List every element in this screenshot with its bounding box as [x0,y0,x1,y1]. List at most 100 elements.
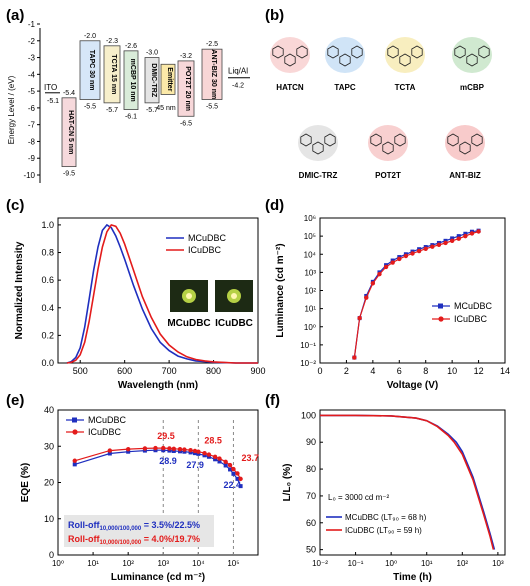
molecule-ring [411,45,423,59]
x-tick-label: 10² [122,559,134,568]
data-point [377,271,382,277]
tick-label-a: -8 [28,137,36,146]
y-tick-label: 10² [304,287,316,296]
data-point [177,446,183,452]
panel-label-b: (b) [265,7,284,24]
x-tick-label: 10 [447,366,457,376]
y-tick-label: 10⁵ [304,232,316,241]
molecule-ring [382,141,394,155]
x-tick-label: 10⁴ [192,559,205,568]
molecule-glow [325,37,365,73]
data-point [456,236,461,241]
y-tick-label: 40 [44,405,54,415]
value-label: -6.1 [125,114,137,121]
molecule-glow [385,37,425,73]
y-tick-label: 10⁻² [300,359,316,368]
value-label: -3.0 [146,50,158,57]
data-point [213,457,218,462]
data-point [469,231,475,236]
series-line [74,447,242,480]
x-axis-label: Voltage (V) [387,380,438,391]
data-point [125,446,131,452]
tick-label-a: -1 [28,20,36,29]
value-label: -2.6 [125,43,137,50]
x-tick-label: 500 [73,366,88,376]
x-tick-label: 0 [317,366,322,376]
legend-marker [72,429,78,435]
legend-label: MCuDBC [188,233,227,243]
annotation-label: 23.7 [241,453,259,463]
y-axis-label: Normalized Intensity [14,241,25,339]
molecular-structures: HATCN TAPC TCTA mCBP DMIC-TRZ POT2T ANT-BIZ [270,37,492,180]
legend-label: ICuDBC [188,245,222,255]
tick-label-a: -5 [28,87,36,96]
data-point [217,456,222,461]
legend-label: MCuDBC [454,301,493,311]
value-label: -9.5 [63,171,75,178]
chart-f-frame [319,409,506,556]
y-tick-label: 70 [306,491,316,501]
data-point [182,447,187,452]
x-tick-label: 10⁻² [312,559,328,568]
molecule-glow [298,125,338,161]
molecule-glow [445,125,485,161]
molecule-ring [387,45,399,59]
y-tick-label: 60 [306,518,316,528]
molecule-ring [284,53,296,67]
panel-label-c: (c) [6,197,24,214]
molecule-name: TCTA [395,83,416,92]
series-line [353,230,479,358]
layer-box [61,97,77,168]
data-point [153,445,158,451]
tick-label-a: -2 [28,37,36,46]
x-tick-label: 6 [397,366,402,376]
x-tick-label: 10¹ [87,559,99,568]
layer-label: TAPC 30 nm [88,50,95,91]
molecule-ring [454,45,466,59]
chart-c: 500 600 700 800 900 0.0 0.2 0.4 0.6 0.8 1.0 Wavelen… [14,217,266,391]
x-tick-label: 800 [206,366,221,376]
data-point [352,355,357,360]
inset-core [231,293,237,299]
value-label: -2.0 [84,33,96,40]
chart-f: 10⁻² 10⁻¹ 10⁰ 10¹ 10² 10³ 50 60 70 80 90 100 Time (h… [282,409,506,583]
data-point [228,467,233,472]
layer-box [103,45,121,104]
y-tick-label: 1.0 [41,220,54,230]
data-point [161,445,166,451]
x-tick-label: 4 [370,366,375,376]
rolloff-sub: 10,000/100,000 [100,540,142,546]
data-point [463,231,468,236]
x-tick-label: 10⁻¹ [348,559,364,568]
data-point [476,229,481,234]
value-label: -5.4 [63,90,75,97]
molecule-ring [351,45,363,59]
annotation-label: 29.5 [157,431,175,441]
layer-label: ANT-BIZ 30 nm [210,49,217,99]
molecule-name: HATCN [276,83,304,92]
legend-label: MCuDBC [88,415,127,425]
chart-d-frame [319,217,506,364]
data-point [202,450,207,456]
panel-label-f: (f) [265,392,280,409]
data-point [223,463,228,468]
inset-core [186,293,192,299]
molecule-ring [447,133,459,147]
data-point [436,242,442,248]
x-tick-label: 12 [474,366,484,376]
molecule-ring [272,45,284,59]
layer-label: 45 nm [156,105,176,112]
y-tick-label: 10⁴ [304,250,317,259]
layer-label: mCBP 10 nm [129,59,136,102]
y-tick-label: 0.2 [41,330,54,340]
x-tick-label: 10⁰ [385,559,397,568]
data-point [188,448,193,453]
value-label: -5.5 [206,104,218,111]
rolloff-prefix: Roll-off [68,520,100,530]
rolloff-box [64,515,214,547]
data-point [238,476,243,482]
molecule-name: POT2T [375,171,401,180]
data-point [397,256,402,262]
annotation-label: 27.9 [186,460,204,470]
layer-label: POT2T 20 nm [184,66,191,111]
